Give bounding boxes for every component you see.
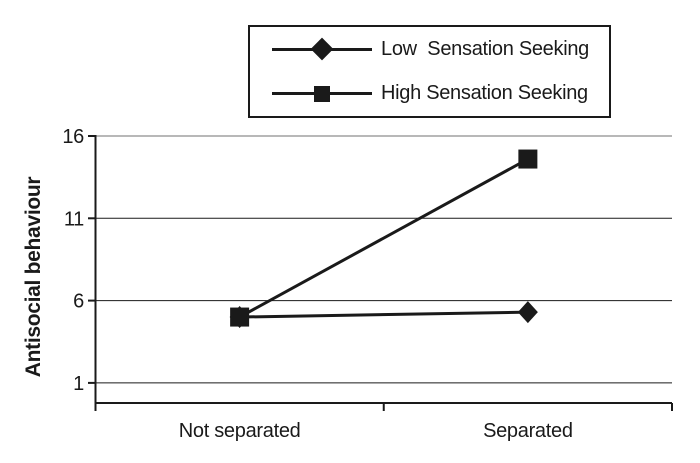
diamond-marker-icon (310, 37, 334, 61)
y-axis-title: Antisocial behaviour (22, 177, 45, 378)
square-marker-icon (314, 85, 330, 102)
x-tick-label: Separated (483, 420, 573, 442)
square-marker-icon (230, 307, 250, 327)
legend-line-sample (272, 36, 372, 62)
series-lines (229, 149, 538, 329)
legend-item-high-sensation-seeking: High Sensation Seeking (250, 81, 609, 107)
y-tick-label: 16 (62, 126, 84, 148)
legend-line-sample (272, 81, 372, 107)
gridlines (95, 135, 672, 384)
legend-label-high: High Sensation Seeking (381, 82, 588, 105)
square-marker-icon (518, 149, 538, 169)
series-line (238, 157, 529, 319)
y-tick-label: 6 (73, 291, 84, 313)
axes (88, 135, 673, 411)
series-line (239, 310, 528, 319)
y-tick-label: 1 (73, 373, 84, 395)
x-tick-label: Not separated (179, 420, 301, 442)
legend-item-low-sensation-seeking: Low Sensation Seeking (250, 36, 609, 62)
y-tick-label: 11 (64, 208, 84, 230)
legend: Low Sensation Seeking High Sensation See… (248, 25, 611, 118)
diamond-marker-icon (517, 301, 538, 324)
legend-label-low: Low Sensation Seeking (381, 37, 589, 60)
